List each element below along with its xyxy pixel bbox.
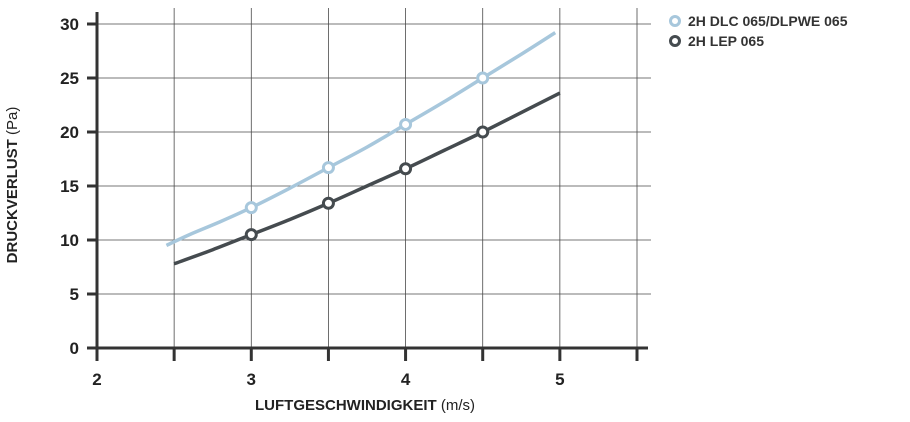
y-tick-label: 5: [70, 285, 79, 304]
axes: [87, 12, 648, 361]
y-tick-label: 30: [60, 15, 79, 34]
y-axis-title-unit: (Pa): [4, 107, 21, 135]
data-point-0: [476, 71, 490, 85]
legend-item: 2H DLC 065/DLPWE 065: [669, 13, 848, 29]
tick-labels: 0 5 10 15 20 25 30 2 3 4 5: [60, 15, 565, 389]
data-point-1: [399, 162, 413, 176]
series-line-0: [165, 31, 557, 247]
y-axis-title: DRUCKVERLUST (Pa): [4, 107, 21, 264]
x-axis-title-unit: (m/s): [441, 397, 475, 414]
data-point-0: [399, 117, 413, 131]
series-line-1: [173, 91, 561, 266]
x-axis-title-bold: LUFTGESCHWINDIGKEIT: [255, 397, 437, 414]
y-tick-label: 25: [60, 69, 79, 88]
y-tick-label: 0: [70, 339, 79, 358]
y-tick-label: 10: [60, 231, 79, 250]
grid: [97, 8, 651, 348]
x-tick-label: 5: [555, 370, 564, 389]
y-tick-label: 15: [60, 177, 79, 196]
legend: 2H DLC 065/DLPWE 065 2H LEP 065: [669, 13, 848, 49]
x-tick-label: 3: [247, 370, 256, 389]
y-axis-title-bold: DRUCKVERLUST: [4, 139, 21, 263]
y-tick-label: 20: [60, 123, 79, 142]
x-axis-title: LUFTGESCHWINDIGKEIT (m/s): [255, 397, 475, 414]
legend-marker-0: [669, 15, 681, 27]
data-point-1: [244, 228, 258, 242]
data-point-0: [321, 161, 335, 175]
legend-label-1: 2H LEP 065: [688, 33, 764, 49]
data-point-1: [476, 125, 490, 139]
legend-label-0: 2H DLC 065/DLPWE 065: [688, 13, 848, 29]
x-tick-label: 2: [92, 370, 101, 389]
legend-marker-1: [669, 35, 681, 47]
x-tick-label: 4: [401, 370, 411, 389]
series: [165, 31, 561, 266]
legend-item: 2H LEP 065: [669, 33, 764, 49]
data-point-1: [321, 196, 335, 210]
data-point-0: [244, 201, 258, 215]
